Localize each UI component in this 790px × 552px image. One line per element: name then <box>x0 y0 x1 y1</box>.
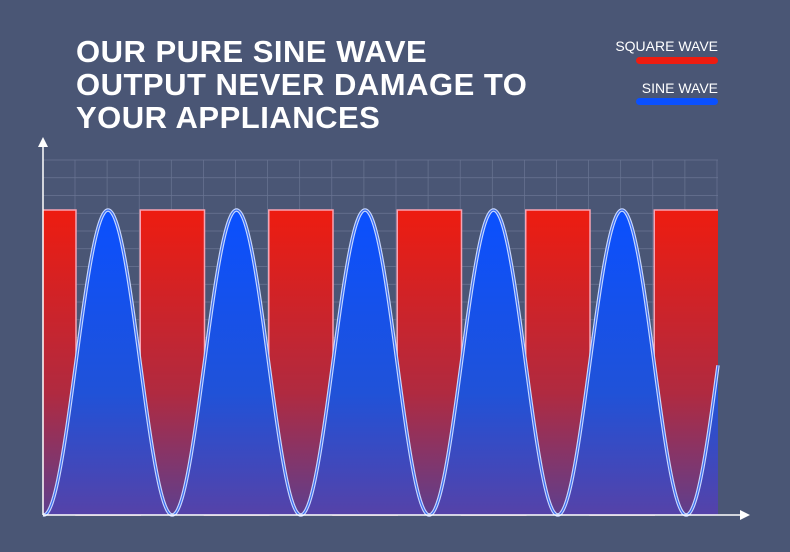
sine-outline-inner <box>42 209 719 516</box>
y-arrow <box>38 137 48 147</box>
legend-swatch <box>636 57 718 64</box>
title-line: OUTPUT NEVER DAMAGE TO <box>76 67 527 102</box>
waves <box>42 208 720 517</box>
x-arrow <box>740 510 750 520</box>
legend-label: SQUARE WAVE <box>615 38 718 54</box>
legend-label: SINE WAVE <box>642 80 718 96</box>
title-line: OUR PURE SINE WAVE <box>76 34 427 69</box>
legend-swatch <box>636 98 718 105</box>
title-line: YOUR APPLIANCES <box>76 100 380 135</box>
sine-fill <box>43 210 718 515</box>
